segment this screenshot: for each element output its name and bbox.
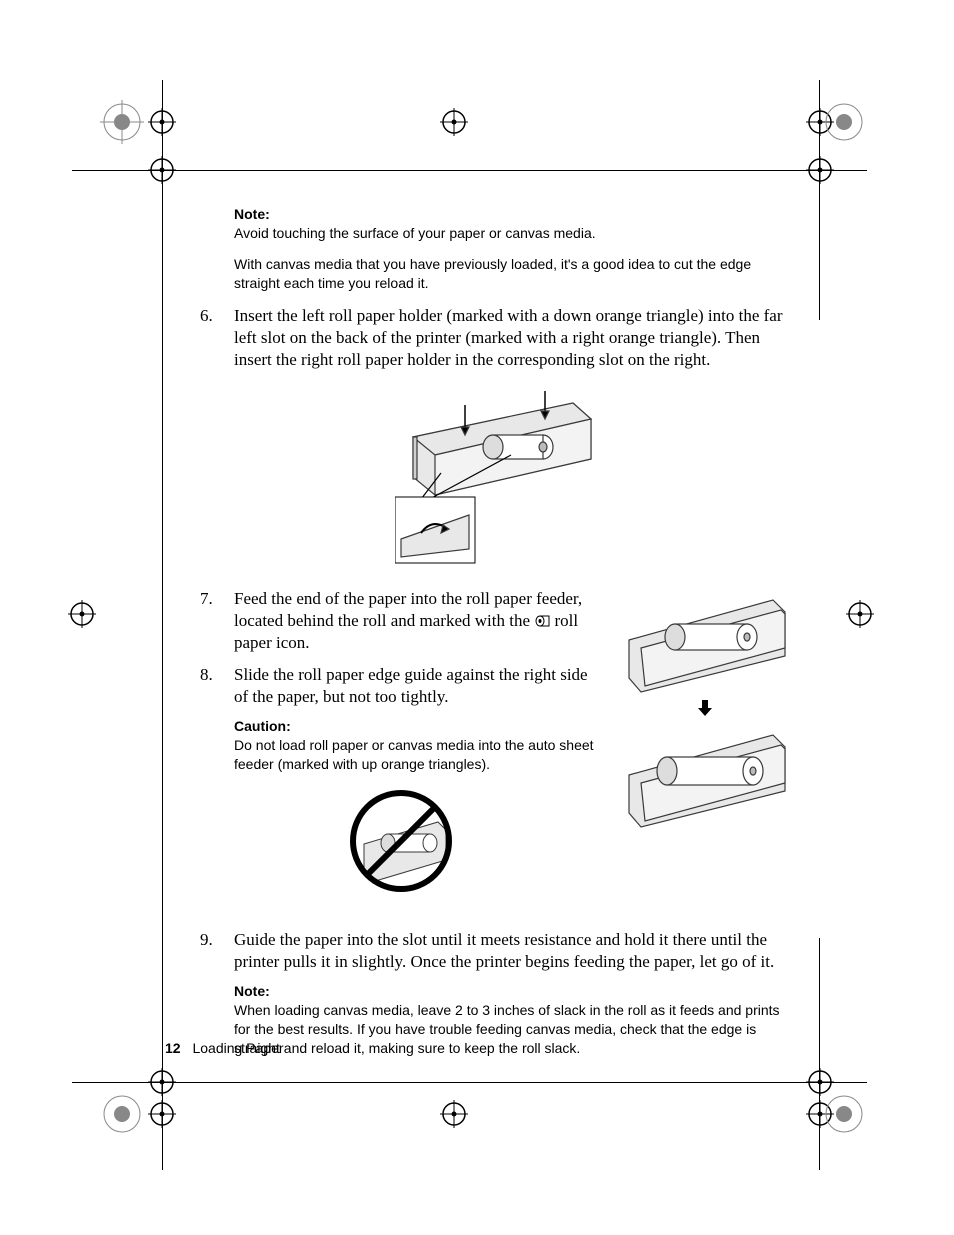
roll-paper-icon: [534, 611, 550, 630]
registration-mark-icon: [148, 1068, 176, 1096]
registration-mark-icon: [68, 600, 96, 628]
registration-mark-icon: [148, 108, 176, 136]
step-text: Feed the end of the paper into the roll …: [234, 588, 602, 654]
registration-mark-icon: [440, 108, 468, 136]
step-text: Slide the roll paper edge guide against …: [234, 664, 602, 708]
step-number: 8.: [200, 664, 234, 708]
registration-mark-icon: [846, 600, 874, 628]
step-text: Guide the paper into the slot until it m…: [234, 929, 790, 973]
registration-mark-icon: [440, 1100, 468, 1128]
caution-block: Caution: Do not load roll paper or canva…: [234, 718, 602, 774]
page-number: 12: [165, 1040, 181, 1056]
note-body: When loading canvas media, leave 2 to 3 …: [234, 1001, 790, 1058]
step-number: 7.: [200, 588, 234, 654]
figure-prohibit: [200, 786, 602, 901]
note-label: Note:: [234, 983, 790, 999]
step-8: 8. Slide the roll paper edge guide again…: [200, 664, 602, 708]
note-body: Avoid touching the surface of your paper…: [234, 224, 790, 243]
registration-mark-icon: [822, 1092, 866, 1136]
registration-mark-icon: [806, 156, 834, 184]
crop-line: [819, 938, 820, 1170]
crop-line: [162, 80, 163, 1170]
caution-label: Caution:: [234, 718, 602, 734]
caution-body: Do not load roll paper or canvas media i…: [234, 736, 602, 774]
note-label: Note:: [234, 206, 790, 222]
crop-line: [72, 170, 867, 171]
figure-side-column: [620, 588, 790, 919]
note-body: With canvas media that you have previous…: [234, 255, 790, 293]
step-6: 6. Insert the left roll paper holder (ma…: [200, 305, 790, 371]
note-top: Note: Avoid touching the surface of your…: [234, 206, 790, 293]
crop-line: [72, 1082, 867, 1083]
steps-7-8-row: 7. Feed the end of the paper into the ro…: [200, 588, 790, 919]
registration-mark-icon: [100, 1092, 144, 1136]
down-arrow-icon: [620, 700, 790, 721]
registration-mark-icon: [822, 100, 866, 144]
registration-mark-icon: [148, 1100, 176, 1128]
step-number: 6.: [200, 305, 234, 371]
step-text: Insert the left roll paper holder (marke…: [234, 305, 790, 371]
step-number: 9.: [200, 929, 234, 973]
page: Note: Avoid touching the surface of your…: [0, 0, 954, 1235]
section-title: Loading Paper: [192, 1040, 283, 1056]
figure-printer-main: [200, 385, 790, 570]
note-bottom: Note: When loading canvas media, leave 2…: [234, 983, 790, 1058]
page-footer: 12 Loading Paper: [165, 1040, 284, 1056]
step-7: 7. Feed the end of the paper into the ro…: [200, 588, 602, 654]
figure-roll-feed-top: [623, 588, 788, 693]
page-content: Note: Avoid touching the surface of your…: [200, 206, 790, 1070]
registration-mark-icon: [100, 100, 144, 144]
figure-roll-feed-bottom: [623, 723, 788, 828]
step-9: 9. Guide the paper into the slot until i…: [200, 929, 790, 973]
step-text-a: Feed the end of the paper into the roll …: [234, 589, 582, 630]
registration-mark-icon: [148, 156, 176, 184]
